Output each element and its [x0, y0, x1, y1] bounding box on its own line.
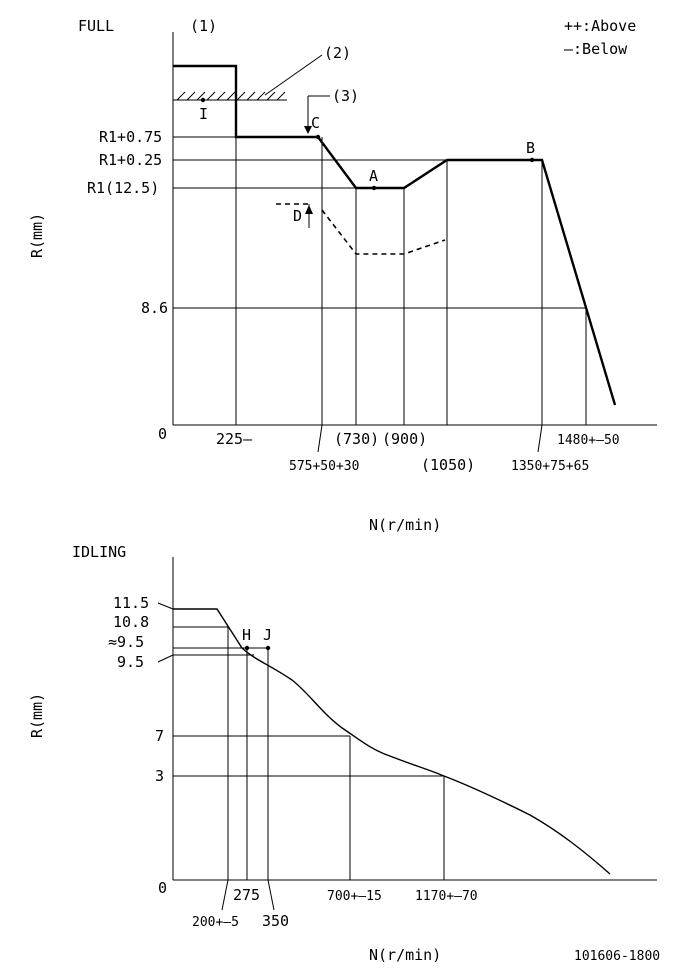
arrow-up-icon: [305, 205, 313, 214]
full-y-tick: R1+0.75: [99, 128, 162, 146]
idling-y-tick: 9.5: [117, 653, 144, 671]
tick-575-leader: [317, 424, 323, 453]
full-x-tick-900: (900): [382, 430, 427, 448]
callout-2-leader: [264, 54, 323, 96]
full-diagram: FULL (1) ++:Above —:Below: [28, 17, 657, 534]
idling-y-tick: 11.5: [113, 594, 149, 612]
idling-x-tick-700: 700+—15: [327, 889, 382, 904]
idling-curve: [173, 608, 611, 875]
idling-y-axis-label: R(mm): [28, 693, 46, 738]
point-A-label: A: [369, 167, 378, 185]
below-curve: [321, 209, 446, 255]
legend-above: ++:Above: [564, 17, 636, 35]
full-title: FULL: [78, 17, 114, 35]
idling-x-tick-275: 275: [233, 886, 260, 904]
full-y-tick: R1+0.25: [99, 151, 162, 169]
idling-y-tick: 3: [155, 767, 164, 785]
idling-y-tick: 7: [155, 727, 164, 745]
full-x-tick-575: 575+50+30: [289, 459, 359, 474]
tick-leader: [157, 602, 174, 610]
full-y-tick: R1(12.5): [87, 179, 159, 197]
tick-350-leader: [267, 879, 275, 911]
full-x-tick-1350: 1350+75+65: [511, 459, 589, 474]
full-y-axis-label: R(mm): [28, 213, 46, 258]
idling-title: IDLING: [72, 543, 126, 561]
idling-y-tick: 10.8: [113, 613, 149, 631]
tick-leader: [157, 654, 174, 663]
callout-1: (1): [190, 17, 217, 35]
full-x-tick-225: 225—: [216, 430, 253, 448]
callout-3: (3): [332, 87, 359, 105]
point-D-label: D: [293, 207, 302, 225]
full-x-axis-label: N(r/min): [369, 516, 441, 534]
point-C-label: C: [311, 114, 320, 132]
tick-1350-leader: [537, 424, 543, 453]
full-y-tick: 8.6: [141, 299, 168, 317]
idling-diagram: IDLING H J 11.5 10.8 ≈9.5 9.5 7 3 0: [28, 543, 657, 964]
arrow-down-icon: [304, 126, 312, 134]
full-x-tick-1480: 1480+—50: [557, 433, 620, 448]
drawing-code: 101606-1800: [574, 949, 660, 964]
point-H-label: H: [242, 626, 251, 644]
point-I-label: I: [199, 105, 208, 123]
idling-x-tick-200: 200+—5: [192, 915, 239, 930]
point-A-marker: [371, 185, 377, 191]
point-B-marker: [529, 157, 535, 163]
point-H-marker: [244, 645, 250, 651]
full-load-curve: [173, 64, 617, 406]
point-J-marker: [265, 645, 271, 651]
full-x-tick-730: (730): [334, 430, 379, 448]
idling-y-tick: 0: [158, 879, 167, 897]
idling-y-tick: ≈9.5: [108, 633, 144, 651]
callout-2: (2): [324, 44, 351, 62]
idling-x-tick-350: 350: [262, 912, 289, 930]
idling-x-axis-label: N(r/min): [369, 946, 441, 964]
point-C-marker: [315, 134, 321, 140]
stopper-hatch: [176, 91, 286, 101]
point-J-label: J: [263, 626, 272, 644]
full-y-tick: 0: [158, 425, 167, 443]
point-B-label: B: [526, 139, 535, 157]
idling-x-tick-1170: 1170+—70: [415, 889, 478, 904]
full-x-tick-1050: (1050): [421, 456, 475, 474]
legend-below: —:Below: [564, 40, 628, 58]
tick-200-leader: [221, 879, 229, 911]
point-I-marker: [200, 97, 206, 103]
